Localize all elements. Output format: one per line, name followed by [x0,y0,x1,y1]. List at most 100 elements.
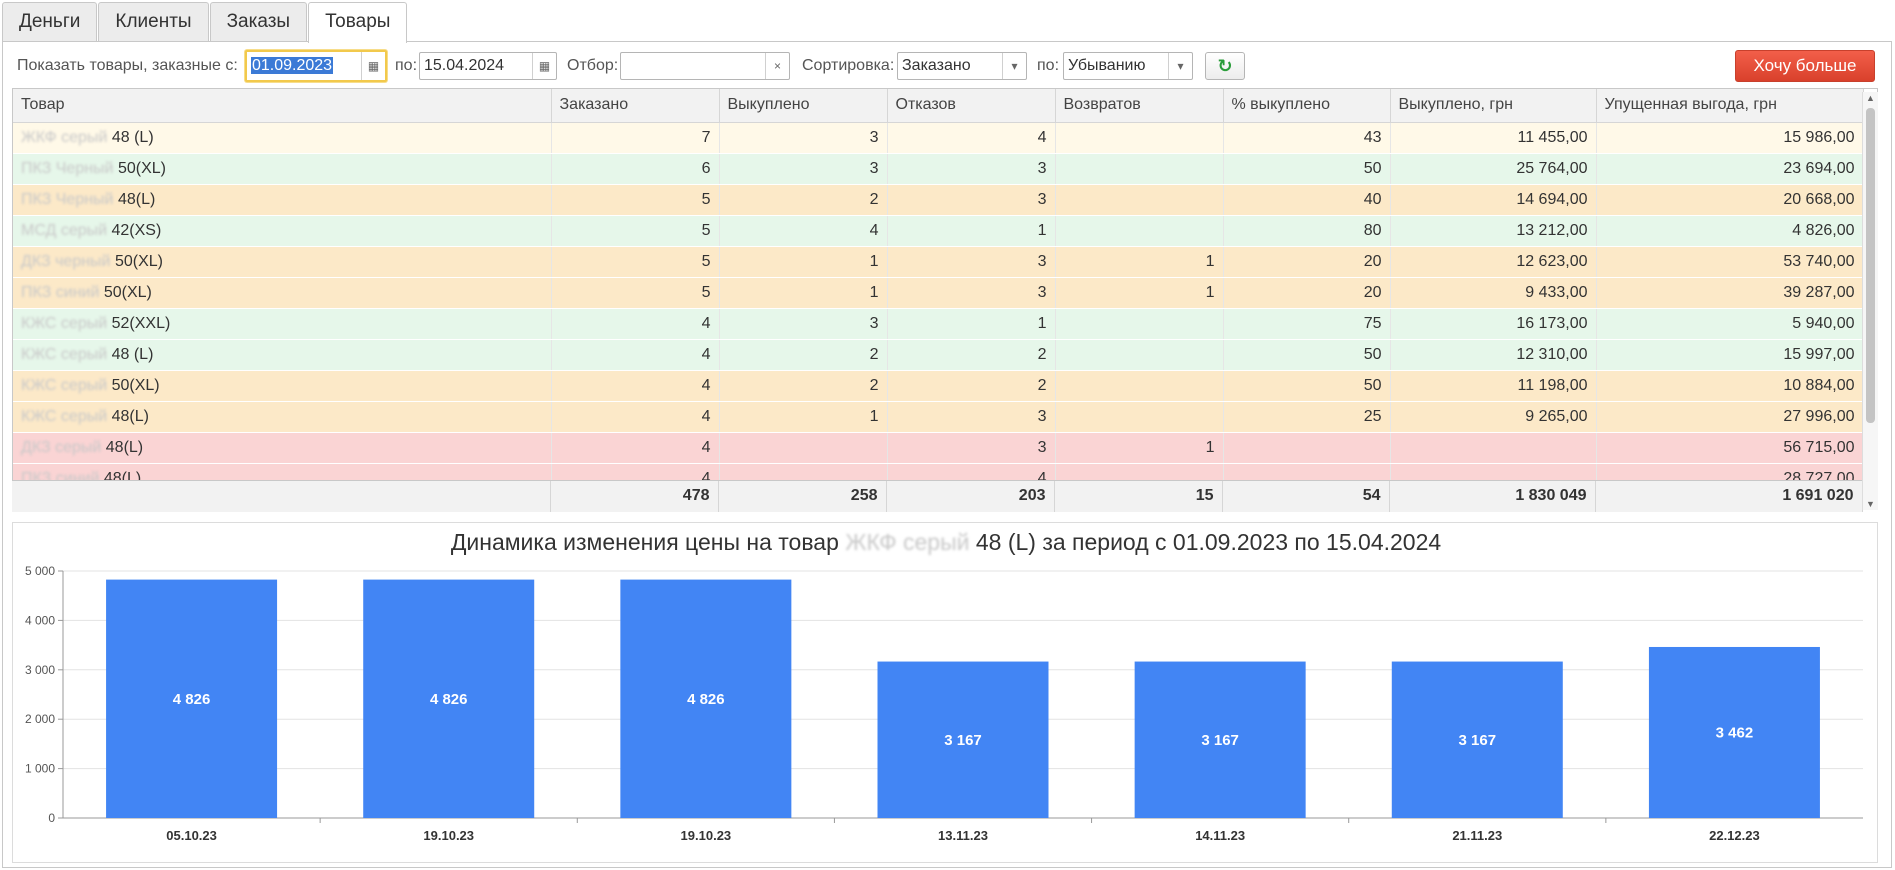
refresh-button[interactable]: ↻ [1205,52,1245,80]
table-row[interactable]: КЖС серый 48 (L) 4 2 2 50 12 310,00 15 997,00 [13,339,1864,371]
cell-pct: 50 [1223,339,1391,371]
cell-product: КЖС серый 52(XXL) [13,308,552,340]
product-name-hidden: КЖС серый [21,314,108,332]
total-returns: 15 [1054,481,1223,513]
col-ordered[interactable]: Заказано [551,89,720,123]
table-row[interactable]: КЖС серый 50(XL) 4 2 2 50 11 198,00 10 884,00 [13,370,1864,402]
cell-pct: 75 [1223,308,1391,340]
sort-value: Заказано [902,57,971,74]
y-tick-label: 0 [48,811,55,825]
cell-product: ПКЗ Черный 48(L) [13,184,552,216]
cell-product: КЖС серый 50(XL) [13,370,552,402]
table-row[interactable]: ПКЗ синий 50(XL) 5 1 3 1 20 9 433,00 39 287,00 [13,277,1864,309]
cell-bought-uah [1390,432,1597,464]
table-row[interactable]: КЖС серый 52(XXL) 4 3 1 75 16 173,00 5 940,00 [13,308,1864,340]
col-product[interactable]: Товар [13,89,552,123]
cell-bought-uah: 11 198,00 [1390,370,1597,402]
product-name-hidden: КЖС серый [21,345,108,363]
cell-ordered: 4 [551,401,720,433]
cell-ordered: 5 [551,184,720,216]
tab-clients[interactable]: Клиенты [98,2,209,41]
cell-pct: 20 [1223,246,1391,278]
scroll-down-icon[interactable]: ▼ [1866,499,1875,509]
product-size: 52(XXL) [111,314,171,332]
chart-title-suffix: 48 (L) за период с 01.09.2023 по 15.04.2… [975,529,1442,555]
cell-lost-uah: 10 884,00 [1596,370,1864,402]
table-scrollbar[interactable]: ▲ ▼ [1862,92,1878,510]
table-header: Товар Заказано Выкуплено Отказов Возврат… [13,89,1864,123]
cell-product: ПКЗ синий 50(XL) [13,277,552,309]
calendar-icon[interactable]: ▦ [361,52,385,80]
tab-bar: Деньги Клиенты Заказы Товары [2,2,408,43]
table-row[interactable]: МСД серый 42(XS) 5 4 1 80 13 212,00 4 826,00 [13,215,1864,247]
table-row[interactable]: ПКЗ Черный 48(L) 5 2 3 40 14 694,00 20 668,00 [13,184,1864,216]
sort-label: Сортировка: [802,57,895,74]
table-row[interactable]: КЖС серый 48(L) 4 1 3 25 9 265,00 27 996,00 [13,401,1864,433]
tab-products[interactable]: Товары [308,2,408,43]
scroll-thumb[interactable] [1866,108,1875,423]
cell-refused: 1 [887,215,1056,247]
table-row[interactable]: ДКЗ черный 50(XL) 5 1 3 1 20 12 623,00 53 740,0… [13,246,1864,278]
cell-ordered: 5 [551,246,720,278]
bar-value-label: 3 167 [1459,732,1497,749]
tab-money[interactable]: Деньги [2,2,98,41]
calendar-icon[interactable]: ▦ [532,53,556,79]
cell-refused: 3 [887,277,1056,309]
want-more-button[interactable]: Хочу больше [1735,50,1875,82]
dropdown-arrow-icon[interactable]: ▾ [1168,53,1192,79]
cell-refused: 3 [887,246,1056,278]
bar [106,579,278,818]
order-label: по: [1037,57,1060,74]
order-select[interactable]: Убыванию ▾ [1063,52,1193,80]
cell-returns [1055,153,1224,185]
cell-returns [1055,215,1224,247]
product-size: 42(XS) [111,221,162,239]
cell-returns: 1 [1055,277,1224,309]
cell-refused: 4 [887,122,1056,154]
x-tick-label: 19.10.23 [681,828,732,843]
cell-lost-uah: 27 996,00 [1596,401,1864,433]
refresh-icon: ↻ [1217,56,1233,76]
cell-bought: 3 [719,153,888,185]
col-bought-uah[interactable]: Выкуплено, грн [1390,89,1597,123]
dropdown-arrow-icon[interactable]: ▾ [1002,53,1026,79]
cell-pct: 43 [1223,122,1391,154]
table-row[interactable]: ЖКФ серый 48 (L) 7 3 4 43 11 455,00 15 986,00 [13,122,1864,154]
table-row[interactable]: ПКЗ Черный 50(XL) 6 3 3 50 25 764,00 23 694,00 [13,153,1864,185]
cell-product: ДКЗ черный 50(XL) [13,246,552,278]
clear-icon[interactable]: × [765,53,789,79]
cell-lost-uah: 15 997,00 [1596,339,1864,371]
product-size: 48(L) [111,407,149,425]
product-size: 50(XL) [114,252,163,270]
scroll-up-icon[interactable]: ▲ [1866,93,1875,103]
col-returns[interactable]: Возвратов [1055,89,1224,123]
col-pct-bought[interactable]: % выкуплено [1223,89,1391,123]
cell-pct: 50 [1223,370,1391,402]
bar-value-label: 3 167 [1201,732,1239,749]
bar-value-label: 4 826 [430,691,468,708]
col-refused[interactable]: Отказов [887,89,1056,123]
col-bought[interactable]: Выкуплено [719,89,888,123]
filter-input[interactable]: × [620,52,790,80]
tab-orders[interactable]: Заказы [209,2,308,41]
product-name-hidden: ЖКФ серый [21,128,108,146]
total-refused: 203 [886,481,1055,513]
product-size: 50(XL) [117,159,166,177]
x-tick-label: 05.10.23 [166,828,217,843]
chart-title-prefix: Динамика изменения цены на товар [450,529,839,555]
bar [1391,661,1563,818]
table-row[interactable]: ДКЗ серый 48(L) 4 3 1 56 715,00 [13,432,1864,464]
cell-pct: 80 [1223,215,1391,247]
total-label [12,481,551,513]
cell-ordered: 4 [551,370,720,402]
cell-ordered: 4 [551,432,720,464]
total-lost-uah: 1 691 020 [1595,481,1863,513]
date-from-field[interactable]: 01.09.2023 ▦ [245,50,387,82]
cell-refused: 3 [887,184,1056,216]
cell-pct: 40 [1223,184,1391,216]
total-ordered: 478 [550,481,719,513]
sort-select[interactable]: Заказано ▾ [897,52,1027,80]
product-name-hidden: КЖС серый [21,407,108,425]
col-lost-uah[interactable]: Упущенная выгода, грн [1596,89,1864,123]
date-to-field[interactable]: 15.04.2024 ▦ [419,52,557,80]
